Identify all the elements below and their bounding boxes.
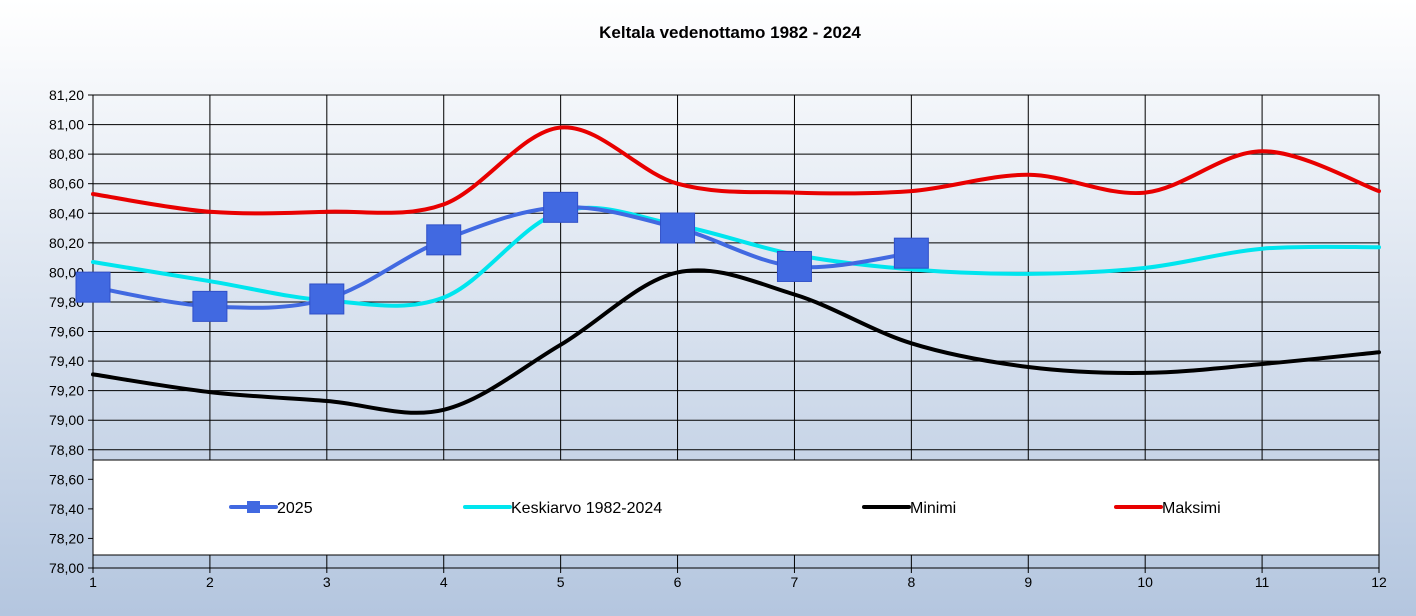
y-tick-label: 79,00 (49, 412, 84, 428)
y-tick-label: 80,80 (49, 146, 84, 162)
x-tick-label: 1 (89, 574, 97, 590)
y-tick-label: 78,60 (49, 471, 84, 487)
data-point-marker (544, 192, 578, 222)
data-point-marker (661, 213, 695, 243)
x-tick-label: 5 (557, 574, 565, 590)
x-tick-label: 2 (206, 574, 214, 590)
data-point-marker (76, 272, 110, 302)
legend-label-1: Keskiarvo 1982-2024 (511, 500, 662, 517)
y-tick-label: 80,20 (49, 235, 84, 251)
x-tick-label: 12 (1371, 574, 1387, 590)
y-tick-label: 79,20 (49, 383, 84, 399)
legend-marker-0 (247, 501, 260, 513)
y-tick-label: 78,40 (49, 501, 84, 517)
x-tick-label: 3 (323, 574, 331, 590)
data-point-marker (310, 284, 344, 314)
x-tick-label: 8 (907, 574, 915, 590)
chart-title: Keltala vedenottamo 1982 - 2024 (599, 23, 861, 42)
x-tick-label: 11 (1255, 574, 1270, 590)
x-tick-label: 9 (1024, 574, 1032, 590)
x-tick-label: 4 (440, 574, 448, 590)
x-tick-label: 7 (791, 574, 799, 590)
legend-label-0: 2025 (277, 500, 313, 517)
legend-label-3: Maksimi (1162, 500, 1221, 517)
x-tick-label: 10 (1137, 574, 1153, 590)
x-tick-label: 6 (674, 574, 682, 590)
y-tick-label: 78,80 (49, 442, 84, 458)
data-point-marker (777, 251, 811, 281)
data-point-marker (894, 238, 928, 268)
y-tick-label: 78,20 (49, 530, 84, 546)
y-tick-label: 79,60 (49, 324, 84, 340)
y-tick-label: 80,60 (49, 176, 84, 192)
legend-label-2: Minimi (910, 500, 956, 517)
legend: 2025 Keskiarvo 1982-2024 Minimi Maksimi (93, 460, 1379, 555)
y-tick-label: 81,00 (49, 117, 84, 133)
y-tick-label: 80,40 (49, 205, 84, 221)
y-tick-label: 81,20 (49, 87, 84, 103)
y-tick-label: 79,40 (49, 353, 84, 369)
data-point-marker (427, 225, 461, 255)
y-tick-label: 78,00 (49, 560, 84, 576)
data-point-marker (193, 291, 227, 321)
